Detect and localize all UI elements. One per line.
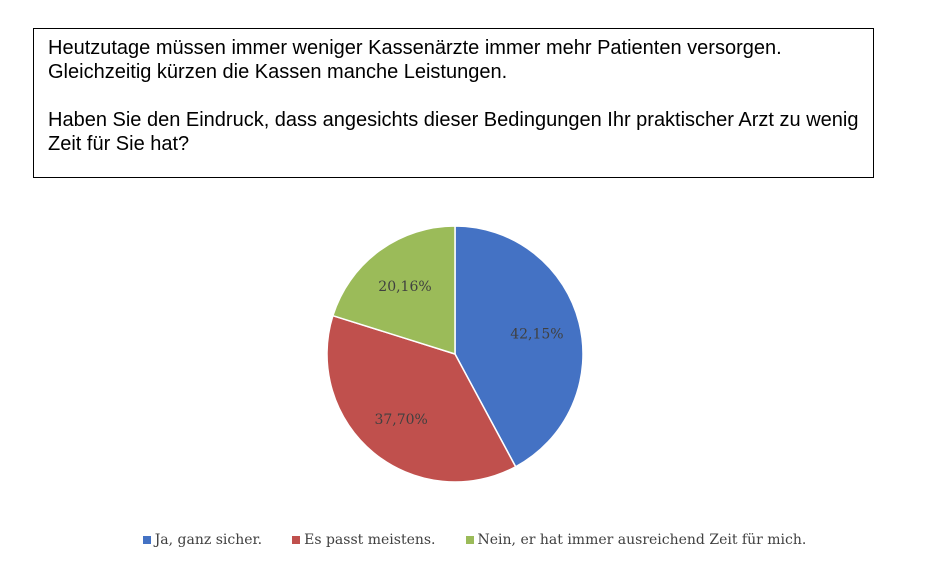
- legend-swatch: [142, 536, 151, 544]
- legend-swatch: [292, 536, 301, 544]
- slice-nein: [331, 225, 456, 356]
- data-label: 37,70%: [374, 412, 427, 428]
- chart-legend: Ja, ganz sicher. Es passt meistens. Nein…: [0, 532, 949, 548]
- data-label: 20,16%: [378, 279, 431, 295]
- slice-es-passt: [326, 314, 517, 483]
- question-box: Heutzutage müssen immer weniger Kassenär…: [33, 28, 874, 178]
- slice-ja: [454, 225, 584, 468]
- legend-item-ja: Ja, ganz sicher.: [142, 532, 263, 548]
- legend-label: Nein, er hat immer ausreichend Zeit für …: [477, 532, 807, 548]
- legend-item-nein: Nein, er hat immer ausreichend Zeit für …: [465, 532, 807, 548]
- legend-label: Ja, ganz sicher.: [154, 532, 263, 548]
- legend-label: Es passt meistens.: [304, 532, 436, 548]
- data-label: 42,15%: [510, 326, 563, 342]
- legend-item-es-passt: Es passt meistens.: [292, 532, 436, 548]
- question-text: Haben Sie den Eindruck, dass angesichts …: [48, 109, 859, 155]
- legend-swatch: [465, 536, 474, 544]
- question-intro: Heutzutage müssen immer weniger Kassenär…: [48, 37, 782, 83]
